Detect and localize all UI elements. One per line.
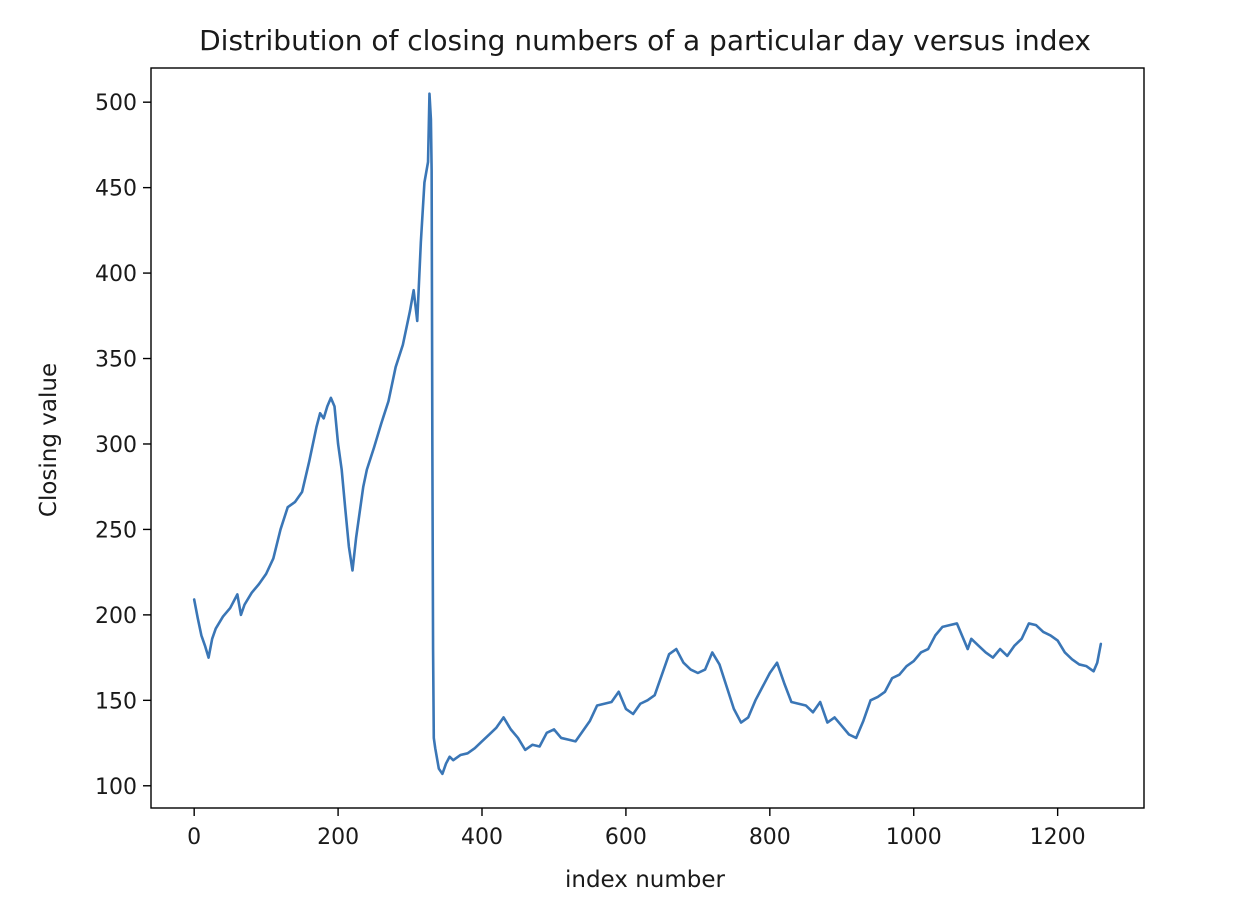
x-tick-label: 0 [187, 825, 201, 850]
x-tick-label: 1200 [1030, 825, 1086, 850]
y-tick-label: 450 [95, 177, 137, 202]
y-axis: 100 150 200 250 300 350 400 450 500 [95, 91, 151, 800]
y-tick-label: 250 [95, 518, 137, 543]
y-tick-label: 500 [95, 91, 137, 116]
y-tick-label: 350 [95, 348, 137, 373]
y-tick-label: 100 [95, 775, 137, 800]
series-layer [192, 92, 1103, 776]
x-tick-label: 200 [317, 825, 359, 850]
y-tick-label: 150 [95, 689, 137, 714]
x-axis-label: index number [565, 867, 726, 893]
x-tick-label: 1000 [886, 825, 942, 850]
x-tick-label: 400 [461, 825, 503, 850]
y-tick-label: 400 [95, 262, 137, 287]
y-tick-label: 200 [95, 604, 137, 629]
x-axis: 0 200 400 600 800 1000 1200 [187, 808, 1086, 850]
plot-area [150, 67, 1145, 809]
y-axis-label: Closing value [36, 363, 62, 517]
series-line-0 [192, 92, 1103, 776]
x-tick-label: 600 [605, 825, 647, 850]
x-tick-label: 800 [749, 825, 791, 850]
chart-title: Distribution of closing numbers of a par… [199, 24, 1091, 57]
y-tick-label: 300 [95, 433, 137, 458]
plot-frame [150, 67, 1145, 809]
